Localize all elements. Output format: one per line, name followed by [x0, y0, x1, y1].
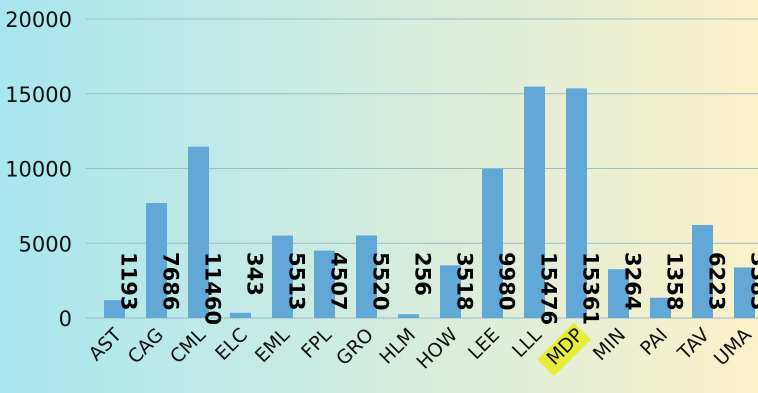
bar-cag: [146, 203, 167, 318]
data-label: 4507: [327, 252, 351, 310]
x-tick-min: MIN: [589, 324, 630, 365]
x-tick-uma: UMA: [710, 324, 756, 370]
x-tick-label: MIN: [589, 324, 630, 365]
bar-mdp: [566, 88, 587, 318]
y-axis-tick-labels: 0 5000 10000 15000 20000: [5, 8, 72, 331]
data-label: 3264: [621, 252, 645, 310]
data-label: 343: [243, 252, 267, 296]
bar-lee: [482, 168, 503, 318]
highlight-box: [537, 322, 591, 377]
x-tick-tav: TAV: [673, 324, 714, 365]
data-label: 1358: [663, 252, 687, 310]
x-tick-mdp: MDP: [537, 322, 591, 377]
data-label: 15361: [579, 252, 603, 325]
x-tick-label: UMA: [710, 324, 756, 370]
x-tick-label: PAI: [636, 324, 672, 360]
x-tick-label: FPL: [297, 324, 336, 363]
bar-lll: [524, 86, 545, 319]
bar-fpl: [314, 250, 335, 318]
bar-min: [608, 269, 629, 318]
bars: [104, 86, 755, 319]
bar-gro: [356, 235, 377, 318]
data-label: 6223: [705, 252, 729, 310]
y-tick-label: 5000: [19, 232, 72, 256]
x-tick-hlm: HLM: [375, 324, 420, 369]
x-tick-label: EML: [251, 324, 294, 367]
y-tick-label: 0: [59, 307, 72, 331]
x-tick-label: CML: [166, 324, 210, 368]
y-tick-label: 20000: [5, 8, 72, 32]
bar-uma: [734, 267, 755, 318]
data-label: 11460: [201, 252, 225, 325]
x-tick-ast: AST: [85, 324, 127, 366]
bar-eml: [272, 235, 293, 318]
bar-pai: [650, 297, 671, 318]
x-tick-label: HOW: [413, 324, 463, 374]
x-tick-pai: PAI: [636, 324, 672, 360]
x-tick-label: AST: [85, 324, 127, 366]
x-tick-label: HLM: [375, 324, 420, 369]
x-tick-gro: GRO: [332, 324, 378, 370]
y-tick-label: 15000: [5, 83, 72, 107]
x-tick-fpl: FPL: [297, 324, 336, 363]
bar-hlm: [398, 314, 419, 318]
x-tick-label: TAV: [673, 324, 714, 365]
data-labels: 1193 7686 11460 343 5513 4507 5520 256 3518 9980 1…: [117, 252, 758, 325]
bar-ast: [104, 300, 125, 318]
x-tick-label: CAG: [124, 324, 168, 368]
x-tick-label: ELC: [211, 324, 252, 365]
data-label: 1193: [117, 252, 141, 310]
x-tick-elc: ELC: [211, 324, 252, 365]
x-tick-eml: EML: [251, 324, 294, 367]
bar-cml: [188, 146, 209, 318]
data-label: 3518: [453, 252, 477, 310]
data-label: 5520: [369, 252, 393, 310]
data-label: 5513: [285, 252, 309, 310]
y-tick-label: 10000: [5, 158, 72, 182]
bar-how: [440, 265, 461, 318]
x-tick-label: LEE: [464, 324, 504, 364]
x-tick-cml: CML: [166, 324, 210, 368]
x-tick-lee: LEE: [464, 324, 504, 364]
data-label: 256: [411, 252, 435, 296]
bar-elc: [230, 312, 251, 318]
data-label: 9980: [495, 252, 519, 310]
bar-tav: [692, 224, 713, 318]
data-label: 3383: [747, 252, 758, 310]
data-label: 7686: [159, 252, 183, 310]
x-tick-how: HOW: [413, 324, 463, 374]
data-label: 15476: [537, 252, 561, 325]
x-tick-label: GRO: [332, 324, 378, 370]
x-tick-cag: CAG: [124, 324, 168, 368]
